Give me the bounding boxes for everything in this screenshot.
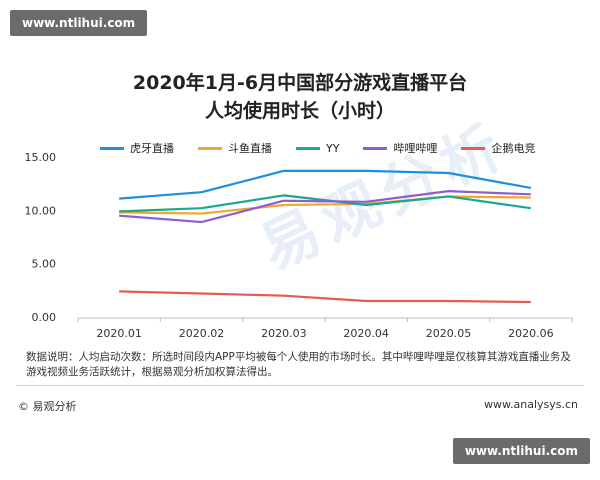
chart-title-line1: 2020年1月-6月中国部分游戏直播平台 bbox=[132, 72, 468, 94]
legend-swatch bbox=[461, 146, 486, 150]
chart-title-line2: 人均使用时长（小时） bbox=[204, 100, 395, 122]
legend-item: 哔哩哔哩 bbox=[363, 140, 437, 156]
chart-legend: 虎牙直播 斗鱼直播 YY 哔哩哔哩 企鹅电竞 bbox=[100, 140, 535, 156]
series-line bbox=[119, 290, 531, 304]
x-tick-label: 2020.01 bbox=[96, 327, 142, 340]
series-line bbox=[119, 190, 531, 224]
legend-label: 企鹅电竞 bbox=[491, 142, 536, 155]
legend-item: 企鹅电竞 bbox=[461, 140, 535, 156]
footer-divider bbox=[16, 385, 584, 386]
legend-swatch bbox=[363, 146, 388, 150]
x-tick-label: 2020.06 bbox=[508, 327, 554, 340]
x-tick-label: 2020.03 bbox=[261, 327, 307, 340]
legend-label: 哔哩哔哩 bbox=[393, 142, 438, 155]
legend-label: 斗鱼直播 bbox=[228, 142, 272, 155]
y-tick-label: 10.00 bbox=[25, 204, 57, 217]
legend-item: 虎牙直播 bbox=[100, 140, 174, 156]
y-tick-label: 15.00 bbox=[25, 151, 57, 164]
y-tick-label: 5.00 bbox=[32, 258, 57, 271]
series-line bbox=[119, 195, 531, 215]
legend-label: 虎牙直播 bbox=[130, 142, 174, 155]
x-tick-label: 2020.05 bbox=[426, 327, 472, 340]
watermark-badge-bottom: www.ntlihui.com bbox=[452, 438, 590, 464]
legend-swatch bbox=[100, 146, 124, 150]
legend-item: 斗鱼直播 bbox=[198, 140, 272, 156]
legend-swatch bbox=[296, 146, 320, 150]
series-line bbox=[119, 169, 532, 200]
footer-url: www.analysys.cn bbox=[484, 398, 578, 411]
footer-logo: © 易观分析 bbox=[18, 400, 77, 413]
x-tick-label: 2020.04 bbox=[343, 327, 389, 340]
x-tick-label: 2020.02 bbox=[179, 327, 225, 340]
watermark-badge-top: www.ntlihui.com bbox=[10, 10, 148, 36]
legend-item: YY bbox=[296, 140, 339, 156]
data-note: 数据说明：人均启动次数：所选时间段内APP平均被每个人使用的市场时长。其中哔哩哔… bbox=[26, 351, 571, 378]
line-chart: 0.00 5.00 10.00 15.00 2020.01 2020.02 2020.03 2… bbox=[25, 151, 573, 340]
legend-label: YY bbox=[326, 141, 340, 155]
legend-swatch bbox=[198, 146, 222, 150]
y-tick-label: 0.00 bbox=[32, 311, 57, 324]
